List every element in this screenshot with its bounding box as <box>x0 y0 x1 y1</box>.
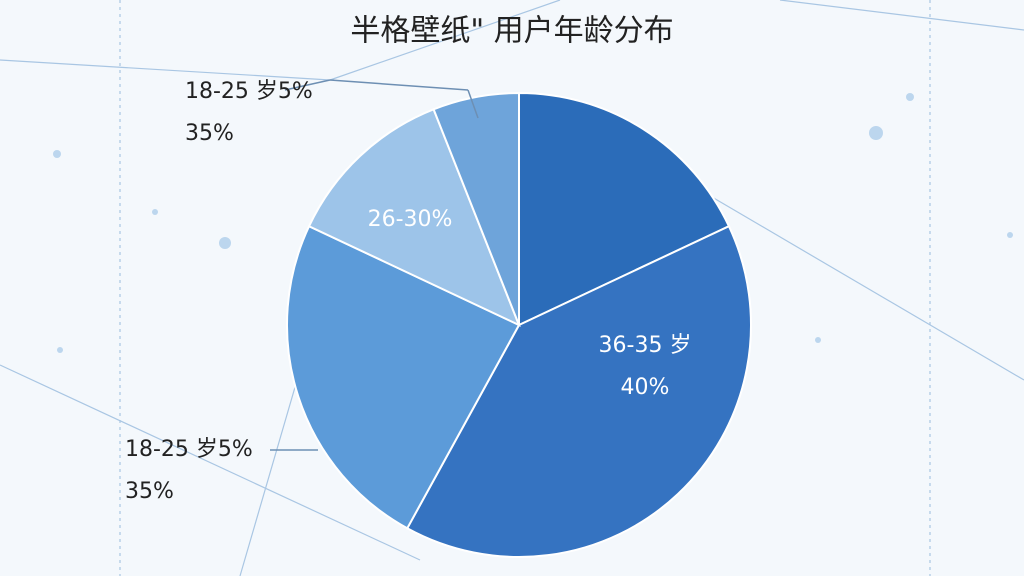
callout-line <box>467 89 479 119</box>
pie-slice <box>518 91 731 327</box>
annotation-label: 40% <box>621 375 670 400</box>
pie-slice <box>286 224 521 530</box>
annotation-label: 18-25 岁5% <box>185 79 313 104</box>
pie-slice <box>307 107 521 327</box>
annotation-label: 26-30% <box>368 207 453 232</box>
annotation-label: 35% <box>125 479 174 504</box>
callout-line <box>284 79 331 91</box>
chart-title: 半格壁纸" 用户年龄分布 <box>350 14 673 49</box>
pie <box>286 91 752 558</box>
callout-line <box>329 79 469 91</box>
annotation-label: 35% <box>185 121 234 146</box>
annotation-label: 18-25 岁5% <box>125 437 253 462</box>
annotations: 36-35 岁 40% 26-30% 18-25 岁5% 35% 18-25 岁5% 35% <box>125 79 691 504</box>
annotation-label: 36-35 岁 <box>599 333 692 358</box>
pie-slice <box>405 224 752 558</box>
pie-slice <box>432 91 520 326</box>
